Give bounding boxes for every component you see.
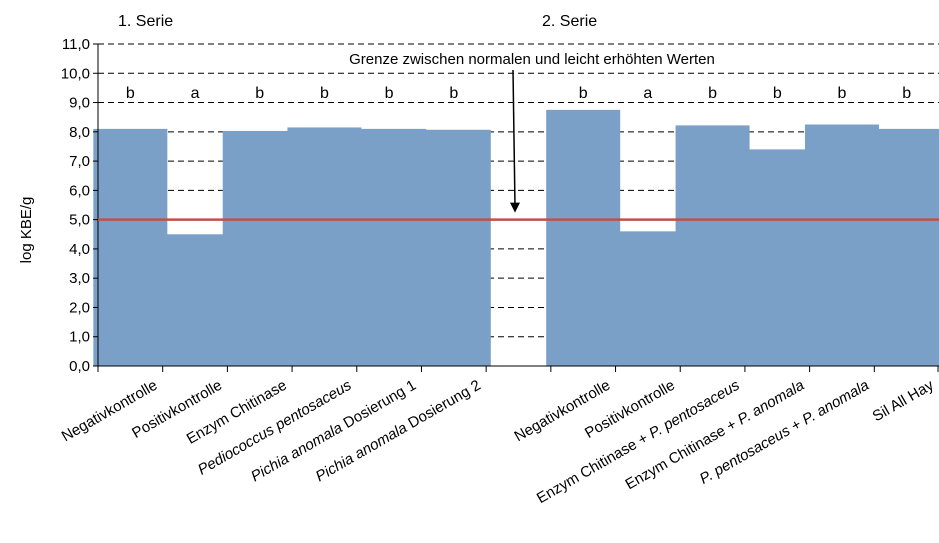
y-tick-label: 8,0 [69, 124, 90, 141]
y-tick-label: 5,0 [69, 212, 90, 229]
y-tick-labels: 0,0 1,0 2,0 3,0 4,0 5,0 6,0 7,0 8,0 9,0 10,0 11,0 [61, 36, 90, 375]
y-tick-label: 4,0 [69, 241, 90, 258]
y-tick-label: 7,0 [69, 153, 90, 170]
y-axis-label: log KBE/g [18, 197, 35, 264]
bar [222, 130, 297, 366]
bar [352, 128, 427, 366]
significance-letter: b [449, 85, 458, 102]
threshold-label: Grenze zwischen normalen und leicht erhö… [349, 51, 715, 68]
significance-letter: a [643, 85, 652, 102]
bar [158, 234, 233, 366]
bar [869, 128, 939, 366]
significance-letter: b [385, 85, 394, 102]
y-tick-label: 11,0 [62, 36, 90, 53]
significance-letter: b [838, 85, 847, 102]
series-header-1: 1. Serie [118, 13, 173, 30]
x-tick-label: Sil All Hay [870, 376, 937, 425]
bar [416, 129, 491, 366]
significance-letter: b [708, 85, 717, 102]
threshold-arrow-head [510, 202, 520, 213]
y-tick-label: 0,0 [69, 358, 90, 375]
series-header-2: 2. Serie [542, 13, 597, 30]
significance-letter: b [773, 85, 782, 102]
bar [675, 125, 750, 367]
bar [93, 128, 168, 366]
threshold [98, 69, 939, 221]
significance-letter: b [126, 85, 135, 102]
significance-letter: b [579, 85, 588, 102]
y-tick-label: 10,0 [61, 65, 90, 82]
y-tick-label: 9,0 [69, 95, 90, 112]
bars [93, 109, 939, 367]
y-tick-label: 3,0 [69, 270, 90, 287]
threshold-arrow [512, 69, 516, 207]
significance-letter: a [191, 85, 200, 102]
threshold-label-background [343, 50, 721, 69]
bar [610, 231, 685, 366]
significance-letter: b [255, 85, 264, 102]
significance-letter: b [320, 85, 329, 102]
y-tick-label: 6,0 [69, 182, 90, 199]
bar [804, 124, 879, 366]
bar [546, 109, 621, 366]
y-tick-label: 2,0 [69, 299, 90, 316]
significance-letter: b [902, 85, 911, 102]
y-tick-label: 1,0 [69, 329, 90, 346]
bar [287, 127, 362, 366]
bar [740, 149, 815, 366]
axes [93, 43, 939, 372]
